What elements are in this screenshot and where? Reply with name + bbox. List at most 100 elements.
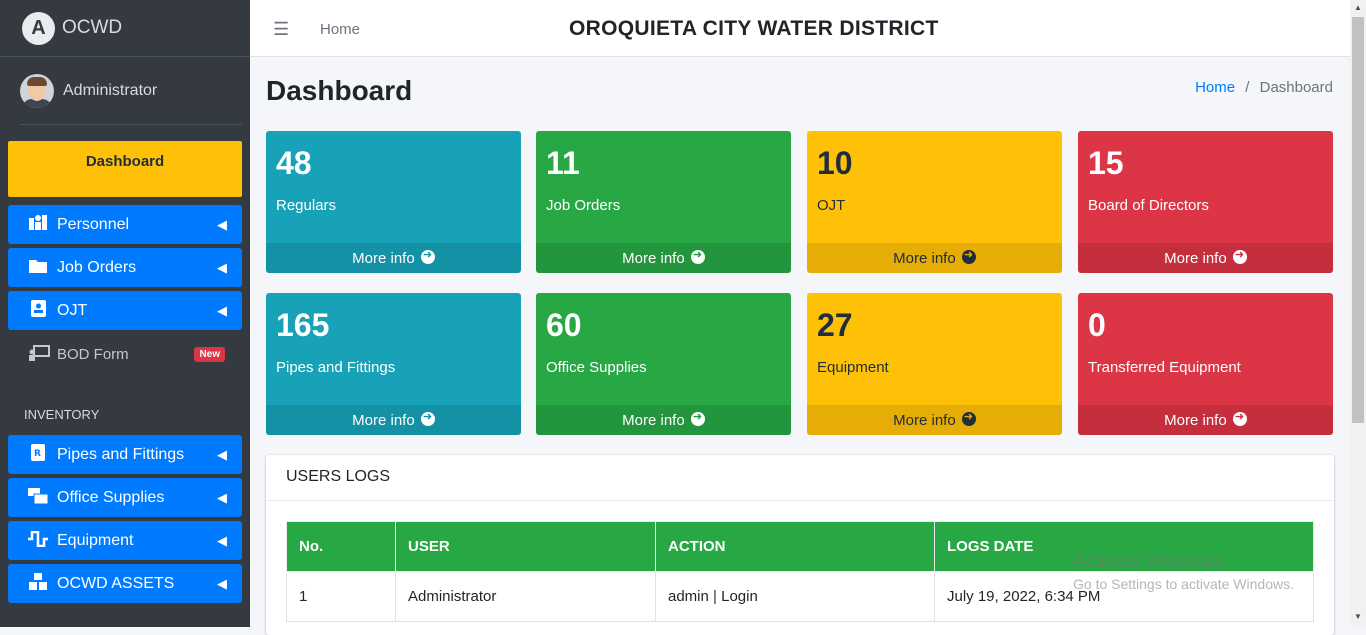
more-info-link[interactable]: More info <box>807 243 1062 273</box>
stat-card-job-orders: 11 Job Orders More info <box>536 131 791 273</box>
more-info-link[interactable]: More info <box>266 243 521 273</box>
more-info-label: More info <box>1164 250 1227 267</box>
breadcrumb-current: Dashboard <box>1259 79 1333 96</box>
column-header-logs-date[interactable]: LOGS DATE <box>934 521 1314 572</box>
more-info-link[interactable]: More info <box>807 405 1062 435</box>
sidebar-item-bod-form[interactable]: BOD Form New <box>8 335 242 374</box>
stat-card-board-of-directors: 15 Board of Directors More info <box>1078 131 1333 273</box>
user-name: Administrator <box>63 81 158 99</box>
more-info-label: More info <box>1164 412 1227 429</box>
sidebar-item-ocwd-assets[interactable]: OCWD ASSETS ◀ <box>8 564 242 603</box>
cell-logs-date: July 19, 2022, 6:34 PM <box>934 571 1314 622</box>
more-info-label: More info <box>893 412 956 429</box>
scroll-up-icon[interactable]: ▲ <box>1354 3 1362 12</box>
arrow-circle-right-icon <box>961 248 976 264</box>
users-logs-table: No. USER ACTION LOGS DATE 1 Administrato… <box>286 521 1314 622</box>
sidebar-item-label: BOD Form <box>57 346 129 363</box>
cell-no: 1 <box>286 571 396 622</box>
stat-value: 60 <box>546 307 582 343</box>
scroll-down-icon[interactable]: ▼ <box>1354 612 1362 621</box>
stat-label: Pipes and Fittings <box>276 359 396 376</box>
chevron-left-icon: ◀ <box>217 302 227 318</box>
more-info-link[interactable]: More info <box>1078 405 1333 435</box>
sidebar-item-job-orders[interactable]: Job Orders ◀ <box>8 248 242 287</box>
sidebar-item-label: OJT <box>57 301 88 319</box>
page-scrollbar[interactable]: ▲ ▼ <box>1350 0 1366 627</box>
arrow-circle-right-icon <box>690 410 705 426</box>
brand-link[interactable]: A OCWD <box>0 0 250 57</box>
arrow-circle-right-icon <box>420 248 435 264</box>
activate-windows-watermark: Activate Windows Go to Settings to activ… <box>1073 551 1294 592</box>
more-info-label: More info <box>893 250 956 267</box>
menu-toggle-icon[interactable]: ☰ <box>273 19 290 39</box>
more-info-label: More info <box>352 250 415 267</box>
folder-icon <box>28 258 48 277</box>
watermark-title: Activate Windows <box>1073 551 1223 572</box>
stat-label: Transferred Equipment <box>1088 359 1241 376</box>
boxes-icon <box>28 573 48 594</box>
chevron-left-icon: ◀ <box>217 259 227 275</box>
stat-value: 15 <box>1088 145 1124 181</box>
stat-card-pipes-and-fittings: 165 Pipes and Fittings More info <box>266 293 521 435</box>
stat-value: 165 <box>276 307 330 343</box>
more-info-link[interactable]: More info <box>1078 243 1333 273</box>
arrow-circle-right-icon <box>420 410 435 426</box>
cell-action: admin | Login <box>655 571 935 622</box>
scrollbar-thumb[interactable] <box>1352 17 1364 423</box>
id-card-icon <box>28 300 48 321</box>
more-info-link[interactable]: More info <box>536 243 791 273</box>
column-header-no[interactable]: No. <box>286 521 396 572</box>
arrow-circle-right-icon <box>1232 410 1247 426</box>
column-header-user[interactable]: USER <box>395 521 656 572</box>
chevron-left-icon: ◀ <box>217 532 227 548</box>
stat-card-office-supplies: 60 Office Supplies More info <box>536 293 791 435</box>
breadcrumb-home[interactable]: Home <box>1195 79 1236 96</box>
arrow-circle-right-icon <box>961 410 976 426</box>
brand-name: OCWD <box>62 17 123 38</box>
sidebar: A OCWD Administrator Dashboard Personnel… <box>0 0 250 627</box>
topbar: ☰ Home OROQUIETA CITY WATER DISTRICT <box>250 0 1350 57</box>
more-info-label: More info <box>622 250 685 267</box>
sidebar-item-equipment[interactable]: Equipment ◀ <box>8 521 242 560</box>
arrow-circle-right-icon <box>690 248 705 264</box>
more-info-label: More info <box>622 412 685 429</box>
stat-label: Job Orders <box>546 197 621 214</box>
sidebar-item-personnel[interactable]: Personnel ◀ <box>8 205 242 244</box>
stat-value: 0 <box>1088 307 1106 343</box>
breadcrumb: Home / Dashboard <box>1195 79 1333 96</box>
chevron-left-icon: ◀ <box>217 575 227 591</box>
brand-logo-icon: A <box>22 11 55 45</box>
table-row: 1 Administrator admin | Login July 19, 2… <box>286 571 1314 622</box>
new-badge: New <box>194 347 225 362</box>
sidebar-item-ojt[interactable]: OJT ◀ <box>8 291 242 330</box>
column-header-action[interactable]: ACTION <box>655 521 935 572</box>
sidebar-item-dashboard[interactable]: Dashboard <box>8 141 242 197</box>
app-title: OROQUIETA CITY WATER DISTRICT <box>569 17 939 40</box>
sidebar-item-pipes-and-fittings[interactable]: R Pipes and Fittings ◀ <box>8 435 242 474</box>
chevron-left-icon: ◀ <box>217 489 227 505</box>
stat-label: Office Supplies <box>546 359 647 376</box>
arrow-circle-right-icon <box>1232 248 1247 264</box>
top-nav-home[interactable]: Home <box>320 21 361 38</box>
stat-card-ojt: 10 OJT More info <box>807 131 1062 273</box>
inventory-header: INVENTORY <box>24 407 100 422</box>
stat-value: 10 <box>817 145 853 181</box>
more-info-link[interactable]: More info <box>536 405 791 435</box>
sidebar-item-label: Job Orders <box>57 258 137 276</box>
user-panel[interactable]: Administrator <box>20 57 242 125</box>
users-logs-title: USERS LOGS <box>266 455 1334 501</box>
avatar <box>20 73 54 108</box>
sidebar-item-label: Personnel <box>57 215 130 233</box>
stat-card-equipment: 27 Equipment More info <box>807 293 1062 435</box>
action-separator: | <box>713 588 717 605</box>
action-type: Login <box>721 588 758 605</box>
sidebar-item-label: Pipes and Fittings <box>57 445 185 463</box>
sidebar-item-office-supplies[interactable]: Office Supplies ◀ <box>8 478 242 517</box>
more-info-link[interactable]: More info <box>266 405 521 435</box>
cell-user: Administrator <box>395 571 656 622</box>
wave-square-icon <box>28 530 48 551</box>
stat-value: 27 <box>817 307 853 343</box>
svg-text:R: R <box>34 449 41 459</box>
chevron-left-icon: ◀ <box>217 446 227 462</box>
breadcrumb-separator: / <box>1245 79 1250 96</box>
